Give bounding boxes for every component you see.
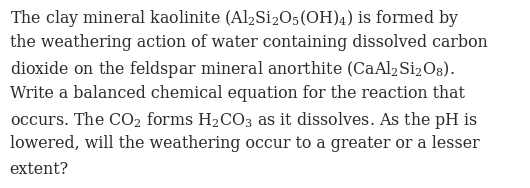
Text: extent?: extent? [10,161,69,178]
Text: The clay mineral kaolinite (Al$_2$Si$_2$O$_5$(OH)$_4$) is formed by: The clay mineral kaolinite (Al$_2$Si$_2$… [10,8,459,30]
Text: Write a balanced chemical equation for the reaction that: Write a balanced chemical equation for t… [10,85,464,102]
Text: dioxide on the feldspar mineral anorthite (CaAl$_2$Si$_2$O$_8$).: dioxide on the feldspar mineral anorthit… [10,59,454,80]
Text: occurs. The CO$_2$ forms H$_2$CO$_3$ as it dissolves. As the pH is: occurs. The CO$_2$ forms H$_2$CO$_3$ as … [10,110,478,131]
Text: lowered, will the weathering occur to a greater or a lesser: lowered, will the weathering occur to a … [10,135,479,152]
Text: the weathering action of water containing dissolved carbon: the weathering action of water containin… [10,34,487,51]
